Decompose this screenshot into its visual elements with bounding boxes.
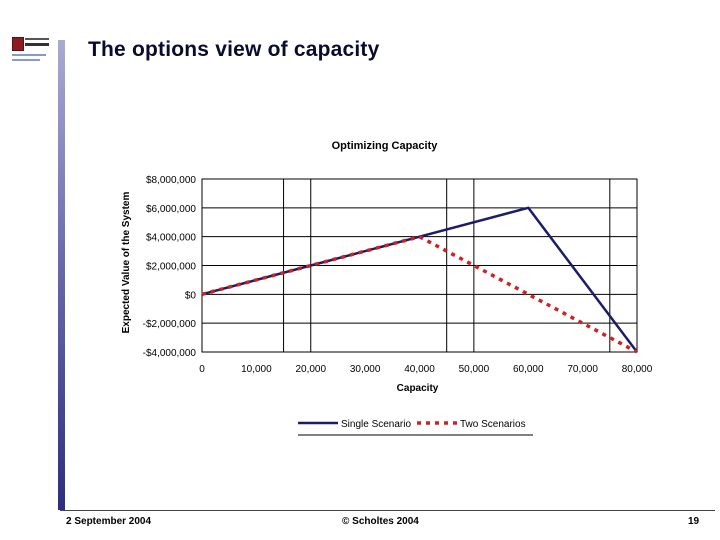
x-tick-label: 30,000 [350,364,381,375]
legend-label: Two Scenarios [460,419,526,430]
footer-divider [60,510,715,511]
x-tick-label: 50,000 [459,364,490,375]
crest-icon [12,37,24,51]
x-tick-label: 40,000 [404,364,435,375]
x-tick-label: 0 [199,364,205,375]
y-tick-label: -$4,000,000 [143,348,197,359]
footer-copyright: © Scholtes 2004 [342,516,419,527]
y-tick-label: -$2,000,000 [143,319,197,330]
x-tick-label: 70,000 [567,364,598,375]
x-tick-label: 80,000 [622,364,653,375]
university-logo [8,34,56,64]
y-tick-label: $0 [185,290,197,301]
page-number: 19 [688,516,700,527]
legend-label: Single Scenario [341,419,411,430]
chart-title: Optimizing Capacity [332,140,439,152]
y-tick-label: $6,000,000 [146,204,196,215]
series-line-single-scenario [201,206,638,353]
slide-accent-bar [58,40,65,510]
y-tick-label: $4,000,000 [146,233,196,244]
x-tick-label: 10,000 [241,364,272,375]
slide-title: The options view of capacity [88,38,380,61]
y-tick-label: $2,000,000 [146,262,196,273]
x-axis-label: Capacity [397,383,439,394]
plot-area [201,178,638,353]
x-tick-label: 60,000 [513,364,544,375]
y-axis-label: Expected Value of the System [121,192,132,334]
x-tick-label: 20,000 [295,364,326,375]
y-tick-label: $8,000,000 [146,175,196,186]
footer-date: 2 September 2004 [66,516,152,527]
